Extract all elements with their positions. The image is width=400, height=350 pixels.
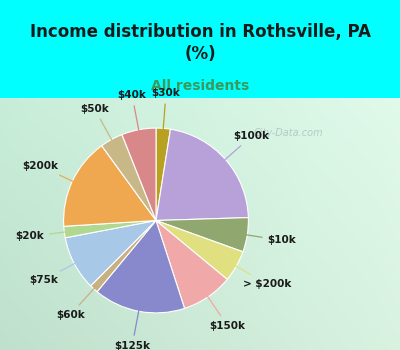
Wedge shape: [156, 218, 248, 252]
Wedge shape: [64, 220, 156, 238]
Text: $100k: $100k: [224, 131, 270, 161]
Text: $30k: $30k: [152, 89, 180, 130]
Wedge shape: [156, 220, 243, 279]
Text: > $200k: > $200k: [235, 265, 291, 289]
Text: $75k: $75k: [29, 263, 76, 285]
Wedge shape: [122, 128, 156, 220]
Text: All residents: All residents: [151, 79, 249, 93]
Text: $20k: $20k: [15, 231, 66, 242]
Wedge shape: [156, 129, 248, 220]
Wedge shape: [156, 220, 227, 308]
Text: City-Data.com: City-Data.com: [253, 128, 323, 138]
Wedge shape: [64, 146, 156, 226]
Text: $200k: $200k: [23, 161, 74, 182]
Wedge shape: [65, 220, 156, 286]
Text: Income distribution in Rothsville, PA
(%): Income distribution in Rothsville, PA (%…: [30, 23, 370, 63]
Wedge shape: [156, 128, 170, 220]
Text: $125k: $125k: [114, 309, 150, 350]
Wedge shape: [102, 135, 156, 220]
Text: $50k: $50k: [80, 104, 112, 141]
Wedge shape: [91, 220, 156, 292]
Text: $10k: $10k: [246, 234, 296, 245]
Text: $60k: $60k: [56, 287, 95, 320]
Text: $40k: $40k: [118, 90, 146, 132]
Text: $150k: $150k: [207, 295, 246, 331]
Wedge shape: [97, 220, 184, 313]
